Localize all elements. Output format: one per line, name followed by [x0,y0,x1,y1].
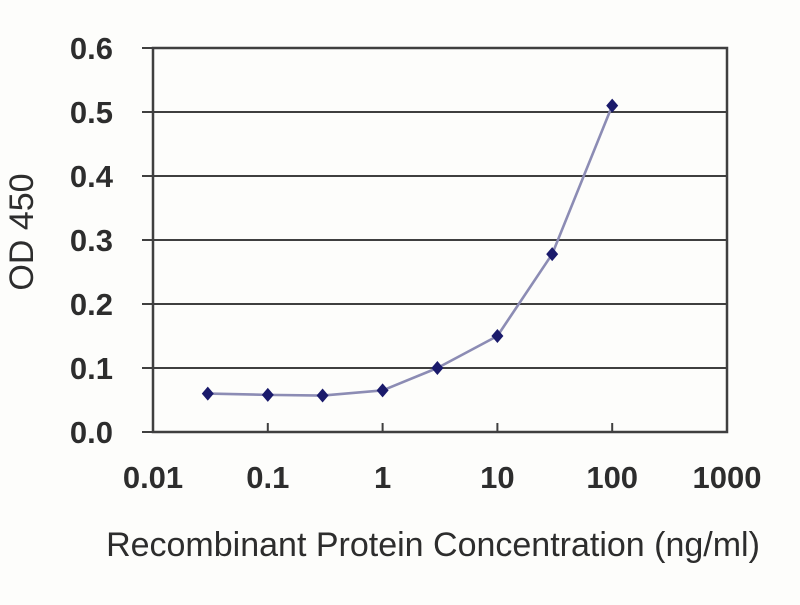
data-line [207,105,614,397]
y-tick-label: 0.6 [70,31,113,66]
data-point-marker [261,387,274,402]
y-tick-label: 0.4 [70,159,114,194]
x-tick-label: 0.1 [246,460,289,495]
data-point-marker [376,383,389,398]
y-tick-label: 0.2 [70,287,113,322]
y-tick-label: 0.1 [70,351,113,386]
data-point-marker [431,361,444,375]
x-tick-label: 0.01 [123,460,183,495]
y-axis-title: OD 450 [3,173,41,290]
x-tick-label: 100 [586,460,638,495]
y-tick-label: 0.5 [70,95,113,130]
x-axis-title: Recombinant Protein Concentration (ng/ml… [106,526,760,564]
data-point-marker [546,247,559,262]
data-point-marker [201,386,214,401]
x-tick-label: 1000 [693,460,762,495]
y-tick-label: 0.0 [70,415,113,450]
data-point-marker [316,388,329,403]
x-tick-label: 1 [374,460,391,495]
y-tick-label: 0.3 [70,223,113,258]
x-tick-label: 10 [480,460,514,495]
data-point-marker [606,98,619,113]
plot-area: 0.0 0.1 0.2 0.3 0.4 0.5 0.6 0.01 0.1 1 10 100 1000 [70,31,762,495]
data-point-marker [491,329,504,343]
